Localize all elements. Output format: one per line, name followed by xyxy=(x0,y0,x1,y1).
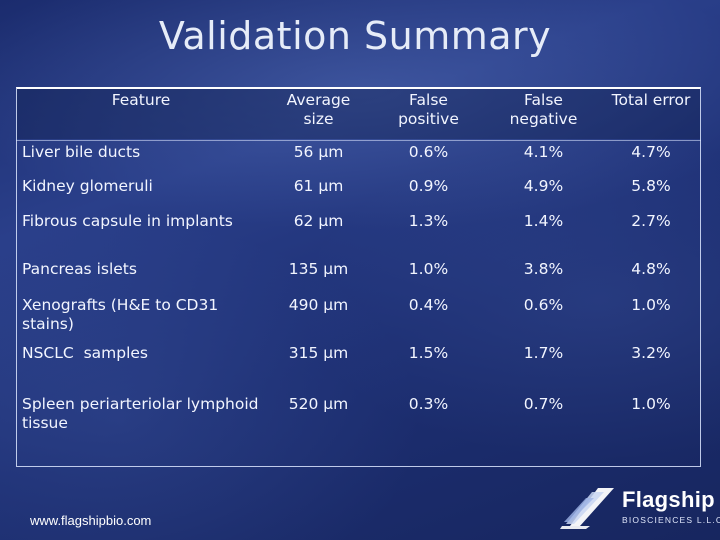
false-positive-cell: 0.6% xyxy=(408,143,449,161)
table-header-row: Feature Average size False positive Fals… xyxy=(16,87,701,139)
feature-cell: Liver bile ducts xyxy=(22,143,141,161)
slide-title: Validation Summary xyxy=(158,14,552,58)
table-row: Pancreas islets 135 µm 1.0% 3.8% 4.8% xyxy=(16,256,701,292)
false-negative-cell: 0.7% xyxy=(523,395,564,413)
total-error-cell: 5.8% xyxy=(631,177,671,195)
false-negative-cell: 4.9% xyxy=(523,177,564,195)
header-feature: Feature xyxy=(16,87,266,139)
size-cell: 490 µm xyxy=(288,296,349,314)
header-divider xyxy=(16,140,701,141)
total-error-cell: 1.0% xyxy=(631,296,671,314)
false-positive-cell: 1.0% xyxy=(408,260,449,278)
size-cell: 61 µm xyxy=(293,177,344,195)
false-positive-cell: 1.3% xyxy=(408,212,449,230)
false-positive-cell: 0.4% xyxy=(408,296,449,314)
feature-cell: Spleen periarteriolar lymphoid tissue xyxy=(22,395,259,432)
website-url: www.flagshipbio.com xyxy=(30,513,152,528)
feature-cell: NSCLC samples xyxy=(22,344,148,362)
header-false-positive: False positive xyxy=(371,87,486,139)
false-negative-cell: 1.7% xyxy=(523,344,564,362)
company-logo: Flagship BIOSCIENCES L.L.C. xyxy=(560,486,720,530)
total-error-cell: 4.7% xyxy=(631,143,671,161)
logo-name: Flagship xyxy=(622,487,715,512)
total-error-cell: 2.7% xyxy=(631,212,671,230)
logo-subtitle: BIOSCIENCES L.L.C. xyxy=(622,515,720,525)
header-average-size: Average size xyxy=(266,87,371,139)
table-row: NSCLC samples 315 µm 1.5% 1.7% 3.2% xyxy=(16,340,701,391)
validation-table: Feature Average size False positive Fals… xyxy=(16,87,701,442)
size-cell: 135 µm xyxy=(288,260,349,278)
feature-cell: Pancreas islets xyxy=(22,260,137,278)
false-negative-cell: 0.6% xyxy=(523,296,564,314)
false-positive-cell: 1.5% xyxy=(408,344,449,362)
size-cell: 62 µm xyxy=(293,212,344,230)
size-cell: 520 µm xyxy=(288,395,349,413)
size-cell: 315 µm xyxy=(288,344,349,362)
total-error-cell: 4.8% xyxy=(631,260,671,278)
false-negative-cell: 3.8% xyxy=(523,260,564,278)
flag-sail-icon xyxy=(560,488,614,529)
header-total-error: Total error xyxy=(601,87,701,139)
table-row: Liver bile ducts 56 µm 0.6% 4.1% 4.7% xyxy=(16,139,701,173)
header-false-negative: False negative xyxy=(486,87,601,139)
table-row: Xenografts (H&E to CD31 stains) 490 µm 0… xyxy=(16,292,701,340)
total-error-cell: 1.0% xyxy=(631,395,671,413)
size-cell: 56 µm xyxy=(293,143,344,161)
feature-cell: Xenografts (H&E to CD31 stains) xyxy=(22,296,219,333)
false-negative-cell: 4.1% xyxy=(523,143,564,161)
feature-cell: Kidney glomeruli xyxy=(22,177,153,195)
table-row: Spleen periarteriolar lymphoid tissue 52… xyxy=(16,391,701,442)
feature-cell: Fibrous capsule in implants xyxy=(22,212,233,230)
false-positive-cell: 0.9% xyxy=(408,177,449,195)
table-row: Fibrous capsule in implants 62 µm 1.3% 1… xyxy=(16,208,701,256)
total-error-cell: 3.2% xyxy=(631,344,671,362)
false-negative-cell: 1.4% xyxy=(523,212,564,230)
table-row: Kidney glomeruli 61 µm 0.9% 4.9% 5.8% xyxy=(16,173,701,208)
false-positive-cell: 0.3% xyxy=(408,395,449,413)
